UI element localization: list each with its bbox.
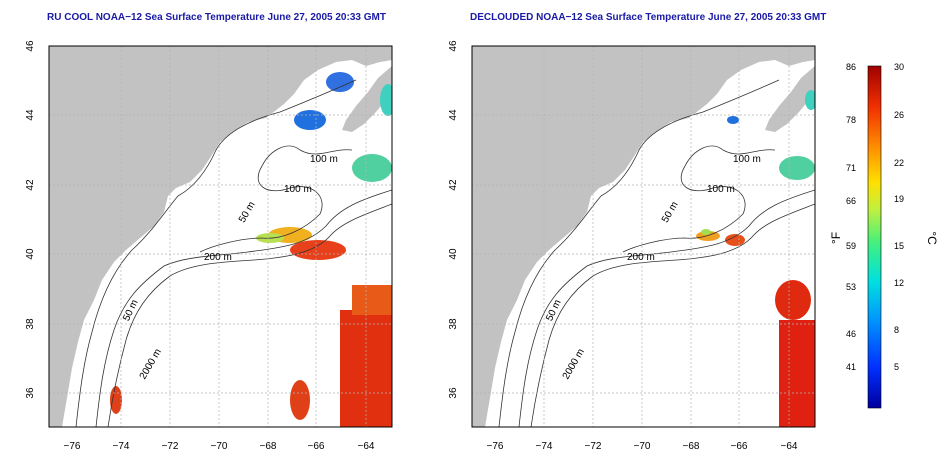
celsius-tick: 5: [894, 362, 899, 372]
fahrenheit-tick: 41: [846, 362, 856, 372]
lon-tick-label: −70: [634, 441, 651, 452]
lat-tick-label: 46: [448, 40, 459, 52]
warm-sst-region: [779, 320, 815, 427]
scotian-shelf-sst: [352, 154, 392, 182]
contour-label: 100 m: [284, 184, 312, 195]
warm-sst-patch: [290, 240, 346, 260]
gulf-of-maine-sst: [294, 110, 326, 130]
fahrenheit-tick: 46: [846, 329, 856, 339]
lon-tick-label: −64: [358, 441, 375, 452]
celsius-tick: 8: [894, 325, 899, 335]
fahrenheit-tick: 86: [846, 62, 856, 72]
fahrenheit-tick: 71: [846, 163, 856, 173]
warm-sst-patch: [775, 280, 811, 320]
celsius-tick: 26: [894, 110, 904, 120]
fahrenheit-tick: 78: [846, 115, 856, 125]
land-mass: [49, 46, 392, 427]
warm-sst-patch: [725, 234, 745, 246]
lat-tick-label: 36: [448, 387, 459, 399]
2000m-contour: [530, 203, 815, 427]
celsius-tick: 15: [894, 241, 904, 251]
right-sst-map: 100 m 100 m 50 m 200 m 50 m 2000 m 46 44…: [448, 40, 816, 452]
lon-tick-label: −74: [536, 441, 553, 452]
gulf-of-maine-sst: [727, 116, 739, 124]
lon-tick-label: −76: [64, 441, 81, 452]
map-frame: [48, 45, 393, 428]
fahrenheit-label: °F: [829, 232, 843, 244]
left-map-title: RU COOL NOAA−12 Sea Surface Temperature …: [47, 12, 386, 23]
lon-tick-label: −76: [487, 441, 504, 452]
lat-tick-label: 40: [448, 248, 459, 260]
contour-label: 100 m: [707, 184, 735, 195]
left-sst-map: 100 m 100 m 50 m 200 m 50 m 2000 m 46 44…: [25, 40, 393, 452]
nova-scotia-land: [765, 66, 815, 132]
scattered-sst-south-2: [290, 380, 310, 420]
200m-contour: [95, 189, 392, 427]
lon-tick-label: −72: [162, 441, 179, 452]
lat-tick-label: 42: [448, 179, 459, 191]
lat-tick-label: 36: [25, 387, 36, 399]
lat-tick-label: 44: [25, 109, 36, 121]
celsius-tick: 22: [894, 158, 904, 168]
scattered-sst-south: [110, 386, 122, 414]
contour-label: 100 m: [733, 154, 761, 165]
temperature-colorbar: 86 78 71 66 59 53 46 41 30 26 22 19 15 1…: [829, 62, 939, 409]
contour-label: 200 m: [204, 252, 232, 263]
100m-contour: [199, 145, 353, 253]
colorbar-gradient: [867, 65, 882, 409]
lon-tick-label: −70: [211, 441, 228, 452]
lat-tick-label: 46: [25, 40, 36, 52]
200m-contour: [518, 189, 815, 427]
lon-tick-label: −66: [731, 441, 748, 452]
lon-tick-label: −66: [308, 441, 325, 452]
right-map-title: DECLOUDED NOAA−12 Sea Surface Temperatur…: [470, 12, 827, 23]
celsius-label: °C: [925, 231, 939, 245]
lon-tick-label: −64: [781, 441, 798, 452]
lat-tick-label: 44: [448, 109, 459, 121]
northern-sst: [380, 84, 392, 116]
map-frame: [471, 45, 816, 428]
northern-sst: [805, 90, 815, 110]
warm-sst-region-upper: [352, 285, 392, 315]
lon-tick-label: −74: [113, 441, 130, 452]
lon-tick-label: −72: [585, 441, 602, 452]
celsius-tick: 19: [894, 194, 904, 204]
contour-label: 200 m: [627, 252, 655, 263]
lon-tick-label: −68: [260, 441, 277, 452]
lon-tick-label: −68: [683, 441, 700, 452]
lat-tick-label: 38: [448, 318, 459, 330]
bay-of-fundy-sst: [326, 72, 354, 92]
lat-tick-label: 38: [25, 318, 36, 330]
100m-contour: [622, 145, 776, 253]
fahrenheit-tick: 66: [846, 196, 856, 206]
scotian-shelf-sst: [779, 156, 815, 180]
grid-lines: [49, 46, 392, 427]
lat-tick-label: 42: [25, 179, 36, 191]
fahrenheit-tick: 53: [846, 282, 856, 292]
cool-sst-patch: [701, 229, 711, 235]
grid-lines: [472, 46, 815, 427]
fahrenheit-tick: 59: [846, 241, 856, 251]
land-mass: [472, 46, 815, 427]
nova-scotia-land: [342, 66, 392, 132]
celsius-tick: 12: [894, 278, 904, 288]
coastline-contour: [75, 79, 357, 427]
lat-tick-label: 40: [25, 248, 36, 260]
2000m-contour: [107, 203, 392, 427]
celsius-tick: 30: [894, 62, 904, 72]
contour-label: 100 m: [310, 154, 338, 165]
coastline-contour: [498, 79, 780, 427]
